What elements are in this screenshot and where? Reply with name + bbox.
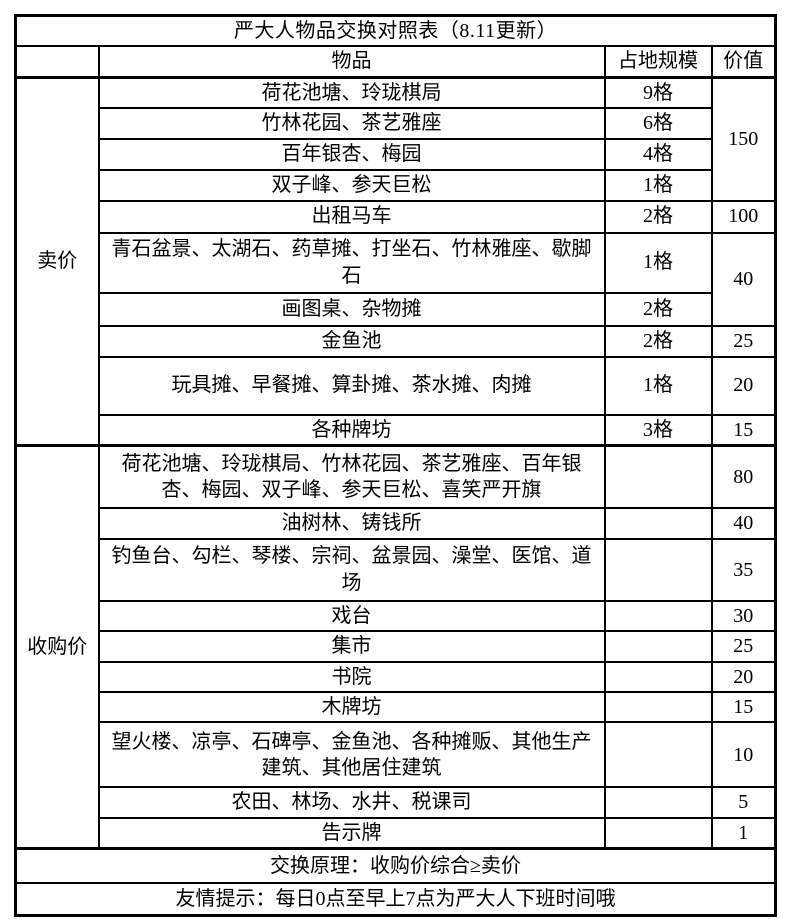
size-cell: 2格 — [603, 324, 713, 358]
table-row: 玩具摊、早餐摊、算卦摊、茶水摊、肉摊 1格 20 — [16, 355, 777, 416]
value-cell: 5 — [710, 786, 777, 819]
note-tip: 友情提示：每日0点至早上7点为严大人下班时间哦 — [14, 881, 777, 917]
item-cell: 百年银杏、梅园 — [97, 137, 606, 171]
value-cell: 20 — [710, 660, 777, 694]
value-cell: 40 — [710, 507, 777, 540]
item-cell: 玩具摊、早餐摊、算卦摊、茶水摊、肉摊 — [97, 355, 606, 416]
size-cell — [603, 691, 713, 724]
item-cell: 画图桌、杂物摊 — [97, 291, 606, 327]
table-row: 农田、林场、水井、税课司 5 — [16, 786, 777, 819]
table-row: 钓鱼台、勾栏、琴楼、宗祠、盆景园、澡堂、医馆、道场 35 — [16, 537, 777, 602]
value-cell: 150 — [710, 75, 777, 202]
item-cell: 青石盆景、太湖石、药草摊、打坐石、竹林雅座、歇脚石 — [97, 231, 606, 294]
table-row: 百年银杏、梅园 4格 — [16, 137, 776, 171]
header-row: 物品 占地规模 价值 — [14, 45, 777, 79]
table-row: 画图桌、杂物摊 2格 — [16, 291, 776, 327]
value-cell: 20 — [710, 355, 777, 416]
table-row: 卖价 荷花池塘、玲珑棋局 9格 150 — [14, 75, 777, 447]
size-cell — [603, 786, 713, 819]
item-cell: 竹林花园、茶艺雅座 — [97, 107, 606, 140]
exchange-table: 严大人物品交换对照表（8.11更新） 物品 占地规模 价值 卖价 荷花池塘、玲珑… — [14, 14, 778, 918]
size-cell — [603, 599, 713, 633]
group-label-buy: 收购价 — [14, 443, 100, 850]
table-row: 青石盆景、太湖石、药草摊、打坐石、竹林雅座、歇脚石 1格 40 — [16, 231, 777, 327]
value-cell: 80 — [710, 443, 777, 510]
table-row: 油树林、铸钱所 40 — [16, 507, 777, 540]
size-cell — [603, 507, 713, 540]
group-label-sell: 卖价 — [14, 75, 100, 447]
item-cell: 金鱼池 — [97, 324, 606, 358]
size-cell — [603, 816, 713, 850]
item-cell: 出租马车 — [97, 199, 606, 234]
size-cell: 2格 — [603, 291, 713, 327]
size-cell — [603, 443, 713, 510]
table-row: 出租马车 2格 100 — [16, 199, 777, 234]
item-cell: 各种牌坊 — [97, 413, 606, 447]
table-row: 竹林花园、茶艺雅座 6格 — [16, 107, 776, 140]
size-cell — [603, 537, 713, 602]
size-cell: 4格 — [603, 137, 713, 171]
item-cell: 油树林、铸钱所 — [97, 507, 606, 540]
size-cell: 1格 — [603, 231, 713, 294]
item-cell: 戏台 — [97, 599, 606, 633]
value-cell: 30 — [710, 599, 777, 633]
value-cell: 1 — [710, 816, 777, 850]
value-cell: 35 — [710, 537, 777, 602]
size-cell: 9格 — [603, 75, 713, 110]
item-cell: 钓鱼台、勾栏、琴楼、宗祠、盆景园、澡堂、医馆、道场 — [97, 537, 606, 602]
header-value: 价值 — [710, 45, 777, 79]
header-group — [14, 45, 100, 79]
value-cell: 15 — [710, 413, 777, 447]
table-row: 金鱼池 2格 25 — [16, 324, 777, 358]
footer-row: 友情提示：每日0点至早上7点为严大人下班时间哦 — [14, 881, 777, 917]
table-row: 书院 20 — [16, 660, 777, 694]
size-cell — [603, 630, 713, 663]
table-row: 告示牌 1 — [16, 816, 777, 850]
table-row: 戏台 30 — [16, 599, 777, 633]
item-cell: 荷花池塘、玲珑棋局 — [97, 75, 606, 110]
item-cell: 望火楼、凉亭、石碑亭、金鱼池、各种摊贩、其他生产建筑、其他居住建筑 — [97, 721, 606, 789]
note-principle: 交换原理：收购价综合≥卖价 — [14, 847, 777, 884]
value-cell: 25 — [710, 324, 777, 358]
table-row: 双子峰、参天巨松 1格 — [16, 168, 776, 202]
table-row: 集市 25 — [16, 630, 777, 663]
item-cell: 农田、林场、水井、税课司 — [97, 786, 606, 819]
size-cell: 6格 — [603, 107, 713, 140]
header-size: 占地规模 — [603, 45, 713, 79]
footer-row: 交换原理：收购价综合≥卖价 — [14, 847, 777, 884]
value-cell: 15 — [710, 691, 777, 724]
table-row: 望火楼、凉亭、石碑亭、金鱼池、各种摊贩、其他生产建筑、其他居住建筑 10 — [16, 721, 777, 789]
value-cell: 25 — [710, 630, 777, 663]
item-cell: 荷花池塘、玲珑棋局、竹林花园、茶艺雅座、百年银杏、梅园、双子峰、参天巨松、喜笑严… — [97, 443, 606, 510]
value-cell: 100 — [710, 199, 777, 234]
item-cell: 木牌坊 — [97, 691, 606, 724]
size-cell: 3格 — [603, 413, 713, 447]
table-row: 各种牌坊 3格 15 — [16, 413, 777, 447]
table-row: 木牌坊 15 — [16, 691, 777, 724]
size-cell: 1格 — [603, 355, 713, 416]
table-row: 收购价 荷花池塘、玲珑棋局、竹林花园、茶艺雅座、百年银杏、梅园、双子峰、参天巨松… — [14, 443, 777, 850]
item-cell: 双子峰、参天巨松 — [97, 168, 606, 202]
size-cell — [603, 660, 713, 694]
item-cell: 集市 — [97, 630, 606, 663]
item-cell: 书院 — [97, 660, 606, 694]
size-cell — [603, 721, 713, 789]
header-item: 物品 — [97, 45, 606, 79]
title-row: 严大人物品交换对照表（8.11更新） — [14, 14, 777, 48]
size-cell: 2格 — [603, 199, 713, 234]
item-cell: 告示牌 — [97, 816, 606, 850]
value-cell: 10 — [710, 721, 777, 789]
value-cell: 40 — [710, 231, 777, 327]
size-cell: 1格 — [603, 168, 713, 202]
table-title: 严大人物品交换对照表（8.11更新） — [14, 14, 777, 48]
